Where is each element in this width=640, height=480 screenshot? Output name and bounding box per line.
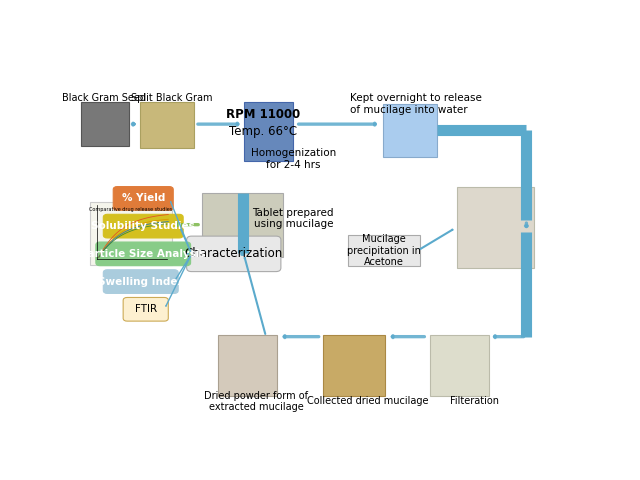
Text: Dried powder form of
extracted mucilage: Dried powder form of extracted mucilage [204, 391, 308, 412]
FancyBboxPatch shape [103, 214, 183, 238]
Text: Filteration: Filteration [450, 396, 499, 407]
FancyBboxPatch shape [383, 104, 437, 157]
FancyBboxPatch shape [202, 192, 284, 257]
Text: Temp. 66°C: Temp. 66°C [230, 125, 298, 138]
Text: Kept overnight to release
of mucilage into water: Kept overnight to release of mucilage in… [350, 93, 482, 115]
Text: Collected dried mucilage: Collected dried mucilage [307, 396, 428, 407]
Text: Comparative drug release studies: Comparative drug release studies [89, 207, 172, 212]
Text: Homogenization
for 2-4 hrs: Homogenization for 2-4 hrs [251, 148, 336, 170]
Text: Split Black Gram: Split Black Gram [131, 93, 212, 103]
Text: Swelling Index: Swelling Index [98, 276, 184, 287]
FancyBboxPatch shape [90, 202, 172, 264]
Text: Particle Size Analysis: Particle Size Analysis [81, 249, 206, 259]
Text: Mucilage
precipitation in
Acetone: Mucilage precipitation in Acetone [347, 234, 420, 267]
FancyBboxPatch shape [348, 235, 420, 266]
FancyBboxPatch shape [103, 270, 178, 293]
Text: Tablet prepared
using mucilage: Tablet prepared using mucilage [253, 207, 334, 229]
Text: RPM 11000: RPM 11000 [227, 108, 301, 121]
FancyBboxPatch shape [218, 335, 277, 396]
Text: Characterization: Characterization [184, 247, 283, 260]
Text: Black Gram Seed: Black Gram Seed [62, 93, 146, 103]
FancyBboxPatch shape [113, 187, 173, 210]
FancyBboxPatch shape [244, 102, 293, 161]
FancyBboxPatch shape [323, 335, 385, 396]
FancyBboxPatch shape [123, 298, 168, 321]
FancyBboxPatch shape [96, 242, 191, 266]
FancyBboxPatch shape [429, 335, 489, 396]
FancyBboxPatch shape [140, 102, 194, 148]
FancyBboxPatch shape [81, 102, 129, 146]
Text: FTIR: FTIR [134, 304, 157, 314]
Text: % Yield: % Yield [122, 193, 165, 204]
FancyBboxPatch shape [457, 187, 534, 268]
Text: Solubility Studies: Solubility Studies [92, 221, 195, 231]
FancyBboxPatch shape [187, 236, 281, 272]
